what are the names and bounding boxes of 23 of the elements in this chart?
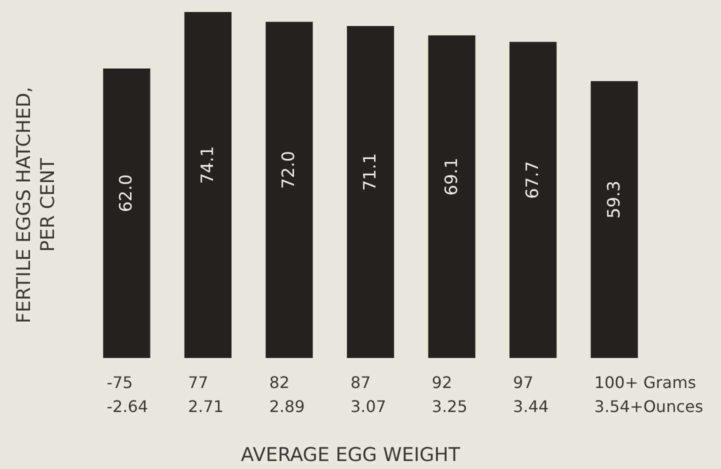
x-tick-label: 82 2.89 (269, 373, 305, 416)
bar (509, 42, 557, 358)
bar (103, 68, 150, 358)
data-label: 71.1 (360, 153, 380, 191)
y-axis-title: FERTILE EGGS HATCHED, PER CENT (13, 86, 59, 324)
bar (346, 26, 394, 358)
bar (266, 22, 313, 358)
bar (590, 81, 638, 358)
x-tick-label: 100+ Grams 3.54+Ounces (594, 373, 704, 416)
data-label: 67.7 (523, 161, 544, 199)
x-tick-label: 97 3.44 (513, 373, 549, 416)
data-label: 72.0 (279, 150, 300, 189)
bar (184, 12, 232, 358)
x-tick-label: 92 3.25 (432, 373, 468, 416)
data-label: 74.1 (198, 146, 218, 184)
x-tick-label: 87 3.07 (350, 373, 386, 416)
x-tick-label: 77 2.71 (188, 373, 224, 416)
data-label: 69.1 (442, 158, 462, 196)
bar (428, 35, 476, 358)
x-tick-label: -75 -2.64 (106, 373, 148, 416)
data-label: 59.3 (604, 180, 624, 218)
data-label: 62.0 (116, 174, 137, 212)
x-axis-title: AVERAGE EGG WEIGHT (240, 444, 460, 466)
